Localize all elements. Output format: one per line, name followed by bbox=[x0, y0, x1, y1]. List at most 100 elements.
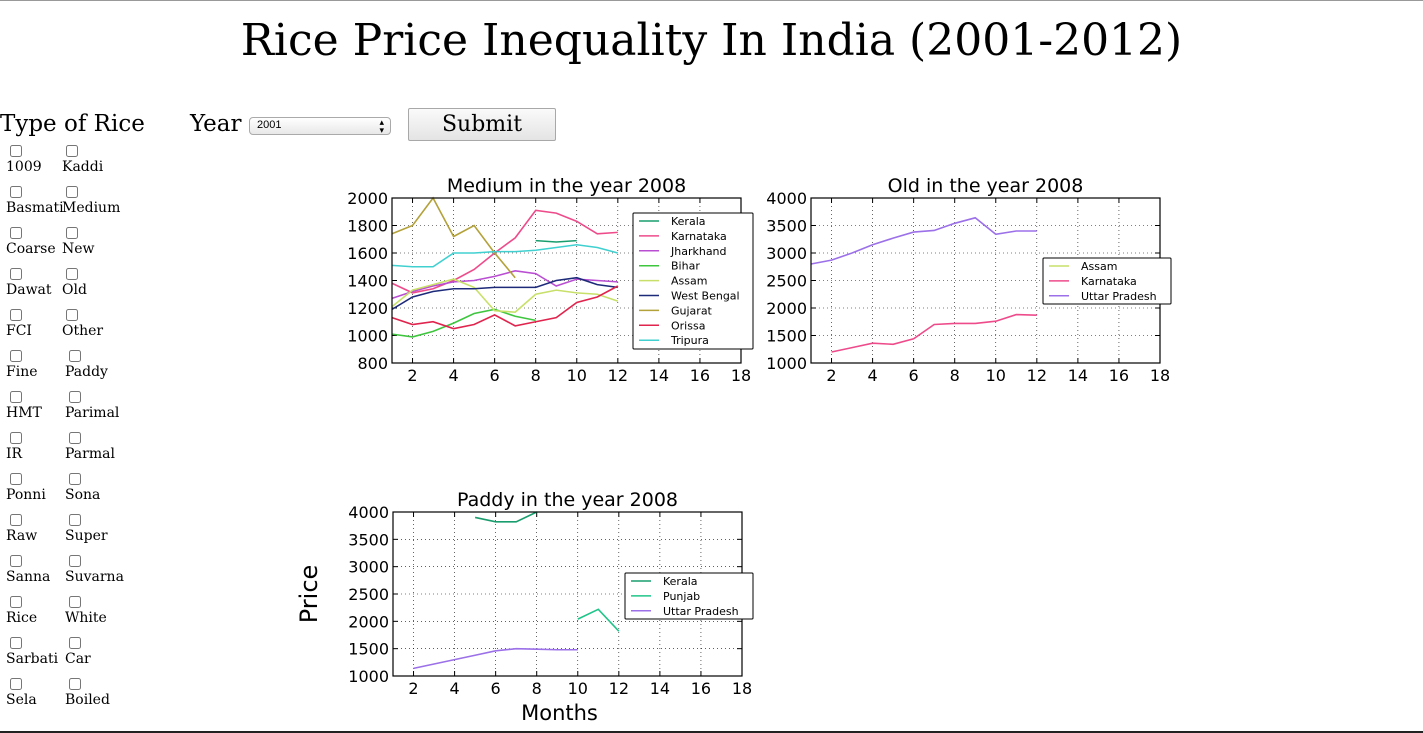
y-tick-label: 4000 bbox=[348, 503, 389, 522]
rice-option-label: Rice bbox=[6, 610, 38, 626]
rice-checkbox[interactable] bbox=[10, 268, 22, 280]
rice-option-label: Fine bbox=[6, 364, 38, 380]
rice-checkbox[interactable] bbox=[66, 309, 78, 321]
series-line bbox=[391, 209, 618, 294]
rice-checkbox[interactable] bbox=[10, 350, 22, 362]
legend-label: West Bengal bbox=[671, 290, 740, 303]
rice-checkbox[interactable] bbox=[10, 432, 22, 444]
legend-box bbox=[1042, 257, 1172, 305]
rice-checkbox[interactable] bbox=[10, 555, 22, 567]
rice-option-label: Boiled bbox=[65, 692, 110, 708]
rice-option-label: Paddy bbox=[65, 364, 108, 380]
rice-checkbox[interactable] bbox=[10, 227, 22, 239]
rice-option-label: Old bbox=[62, 282, 87, 298]
series-line bbox=[535, 239, 577, 243]
year-label: Year bbox=[190, 111, 242, 137]
y-tick-label: 3500 bbox=[766, 217, 807, 236]
x-tick-label: 6 bbox=[491, 679, 501, 698]
rice-checkbox[interactable] bbox=[69, 514, 81, 526]
submit-button[interactable]: Submit bbox=[408, 108, 556, 141]
rice-option-label: Super bbox=[65, 528, 108, 544]
x-tick-label: 12 bbox=[608, 366, 628, 385]
chart-title: Old in the year 2008 bbox=[888, 175, 1084, 197]
rice-option-label: Kaddi bbox=[62, 159, 104, 175]
rice-checkbox[interactable] bbox=[69, 432, 81, 444]
rice-checkbox[interactable] bbox=[10, 678, 22, 690]
rice-option-label: Coarse bbox=[6, 241, 56, 257]
legend-label: Jharkhand bbox=[670, 245, 727, 258]
legend-label: Orissa bbox=[671, 319, 705, 332]
rice-checkbox[interactable] bbox=[69, 637, 81, 649]
page-title: Rice Price Inequality In India (2001-201… bbox=[240, 15, 1183, 66]
rice-checkbox[interactable] bbox=[10, 473, 22, 485]
rice-option-label: Dawat bbox=[6, 282, 52, 298]
x-axis-label: Months bbox=[521, 701, 598, 725]
rice-option-label: Other bbox=[62, 323, 104, 339]
y-tick-label: 1400 bbox=[347, 272, 388, 291]
legend-label: Uttar Pradesh bbox=[1081, 290, 1157, 303]
chart-old: Old in the year 2008 2 4 6 8 10 12 14 16 18 1000 15… bbox=[766, 175, 1172, 385]
rice-option-label: Basmati bbox=[6, 200, 64, 216]
series-line bbox=[391, 243, 619, 268]
rice-option-label: White bbox=[65, 610, 107, 626]
rice-checkbox[interactable] bbox=[10, 596, 22, 608]
rice-checkbox[interactable] bbox=[69, 678, 81, 690]
year-select[interactable]: 2001 ▴ ▾ bbox=[249, 117, 391, 135]
chart-title: Paddy in the year 2008 bbox=[457, 489, 678, 511]
y-tick-label: 2500 bbox=[348, 585, 389, 604]
x-tick-label: 8 bbox=[532, 679, 542, 698]
series-line bbox=[391, 278, 619, 313]
rice-checkbox[interactable] bbox=[69, 555, 81, 567]
rice-checkbox[interactable] bbox=[10, 309, 22, 321]
x-tick-label: 16 bbox=[1109, 366, 1129, 385]
legend-box bbox=[624, 572, 754, 620]
x-tick-label: 16 bbox=[690, 366, 710, 385]
rice-checkbox[interactable] bbox=[66, 186, 78, 198]
rice-option-label: HMT bbox=[6, 405, 42, 421]
y-tick-label: 1500 bbox=[348, 640, 389, 659]
legend-label: Karnataka bbox=[1081, 275, 1137, 288]
y-tick-label: 1800 bbox=[347, 217, 388, 236]
rice-checkbox[interactable] bbox=[10, 186, 22, 198]
y-tick-label: 3000 bbox=[348, 558, 389, 577]
x-tick-label: 12 bbox=[1027, 366, 1047, 385]
y-tick-label: 3000 bbox=[766, 244, 807, 263]
rice-option-label: Parmal bbox=[65, 446, 115, 462]
rice-checkbox[interactable] bbox=[66, 268, 78, 280]
y-tick-label: 1600 bbox=[347, 244, 388, 263]
x-tick-label: 6 bbox=[909, 366, 919, 385]
rice-option-label: Sela bbox=[6, 692, 37, 708]
legend-label: Kerala bbox=[671, 215, 706, 228]
rice-option-label: FCI bbox=[6, 323, 32, 339]
rice-option-label: New bbox=[62, 241, 95, 257]
legend-label: Gujarat bbox=[671, 304, 713, 317]
legend-label: Karnataka bbox=[671, 230, 727, 243]
legend-label: Tripura bbox=[670, 334, 709, 347]
legend-box bbox=[632, 212, 754, 350]
legend-label: Punjab bbox=[663, 590, 700, 603]
legend-label: Bihar bbox=[671, 260, 700, 273]
rice-checkbox[interactable] bbox=[10, 637, 22, 649]
series-line bbox=[577, 608, 620, 632]
legend-label: Assam bbox=[1081, 260, 1117, 273]
series-line bbox=[391, 308, 536, 338]
rice-checkbox[interactable] bbox=[10, 514, 22, 526]
legend-label: Kerala bbox=[663, 575, 698, 588]
rice-checkbox[interactable] bbox=[69, 391, 81, 403]
year-select-value: 2001 bbox=[257, 119, 282, 131]
rice-checkbox[interactable] bbox=[69, 473, 81, 485]
rice-option-label: Parimal bbox=[65, 405, 120, 421]
rice-option-label: Medium bbox=[62, 200, 121, 216]
rice-checkbox[interactable] bbox=[66, 227, 78, 239]
y-tick-label: 1500 bbox=[766, 327, 807, 346]
rice-checkbox[interactable] bbox=[10, 145, 22, 157]
rice-checkbox[interactable] bbox=[66, 145, 78, 157]
x-tick-label: 4 bbox=[867, 366, 877, 385]
legend-label: Assam bbox=[671, 275, 707, 288]
y-tick-label: 1000 bbox=[766, 354, 807, 373]
rice-option-label: Raw bbox=[6, 528, 38, 544]
rice-checkbox[interactable] bbox=[69, 350, 81, 362]
y-tick-label: 4000 bbox=[766, 189, 807, 208]
rice-checkbox[interactable] bbox=[10, 391, 22, 403]
rice-checkbox[interactable] bbox=[69, 596, 81, 608]
